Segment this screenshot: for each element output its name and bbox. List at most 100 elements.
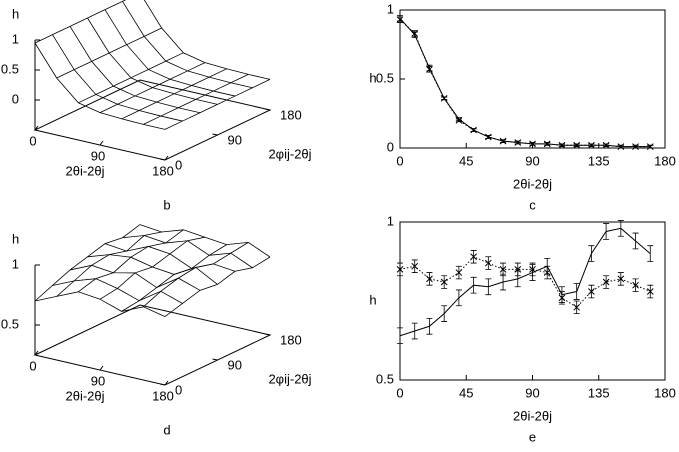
panel-label: e bbox=[529, 429, 536, 444]
error-bar bbox=[426, 317, 433, 335]
point-marker bbox=[573, 303, 581, 311]
x-label: 2θi-2θj bbox=[513, 176, 552, 191]
x-label: 2θi-2θj bbox=[65, 388, 104, 403]
surface-column bbox=[143, 242, 249, 308]
surface-row bbox=[122, 1, 253, 89]
y-tick-label: 0 bbox=[175, 382, 182, 397]
error-bar bbox=[397, 327, 403, 345]
error-bar bbox=[573, 283, 580, 300]
surface-column bbox=[78, 229, 184, 293]
x-label: 2θi-2θj bbox=[513, 408, 552, 423]
point-marker bbox=[543, 269, 551, 276]
x-tick-label: 0 bbox=[396, 153, 403, 168]
y-tick bbox=[264, 108, 271, 111]
z-label: h bbox=[12, 231, 19, 246]
x-tick-label: 90 bbox=[525, 385, 539, 400]
series-line bbox=[399, 227, 651, 337]
x-tick-label: 135 bbox=[588, 385, 610, 400]
error-bar bbox=[647, 245, 654, 262]
z-tick-label: 0 bbox=[12, 91, 19, 106]
point-marker bbox=[440, 278, 448, 286]
point-marker bbox=[470, 126, 477, 134]
z-tick-label: 1 bbox=[12, 31, 19, 46]
surface-row bbox=[87, 254, 218, 285]
point-marker bbox=[632, 281, 639, 289]
y-tick bbox=[212, 358, 218, 361]
y-tick-label: 90 bbox=[228, 357, 242, 372]
point-marker bbox=[396, 16, 404, 24]
point-marker bbox=[588, 288, 595, 295]
surface-column bbox=[56, 231, 162, 297]
surface-column bbox=[34, 224, 141, 302]
surface-row bbox=[104, 9, 236, 97]
point-marker bbox=[617, 143, 625, 150]
surface-column bbox=[34, 0, 127, 44]
y-label: 2φij-2θj bbox=[268, 371, 311, 386]
y-label: h bbox=[369, 70, 376, 85]
y-tick bbox=[159, 158, 166, 161]
error-bar bbox=[441, 305, 448, 322]
point-marker bbox=[514, 139, 522, 146]
point-marker bbox=[573, 141, 581, 149]
x-tick bbox=[99, 365, 104, 371]
surface-row bbox=[69, 264, 201, 291]
panel-label: c bbox=[529, 197, 536, 212]
surface-column bbox=[99, 62, 206, 113]
y-tick-label: 0 bbox=[387, 139, 394, 154]
series-line bbox=[399, 256, 651, 308]
x-tick-label: 45 bbox=[459, 153, 473, 168]
error-bar bbox=[455, 289, 462, 307]
surface-column bbox=[143, 74, 249, 125]
point-marker bbox=[558, 141, 566, 149]
x-tick-label: 180 bbox=[654, 153, 676, 168]
point-marker bbox=[426, 275, 433, 283]
surface-column bbox=[56, 27, 162, 79]
x-tick-label: 90 bbox=[91, 373, 105, 388]
point-marker bbox=[426, 65, 433, 73]
error-bar bbox=[632, 232, 639, 250]
point-marker bbox=[632, 143, 639, 150]
y-tick-label: 90 bbox=[228, 132, 242, 147]
error-bar bbox=[603, 223, 610, 240]
x-tick bbox=[99, 140, 104, 146]
y-tick-label: 1 bbox=[387, 1, 394, 16]
y-label: 2φij-2θj bbox=[268, 146, 311, 161]
y-tick-label: 0.5 bbox=[376, 70, 394, 85]
x-tick bbox=[34, 350, 39, 356]
point-marker bbox=[396, 266, 404, 273]
x-tick-label: 90 bbox=[91, 148, 105, 163]
x-tick-label: 45 bbox=[459, 385, 473, 400]
surface-column bbox=[164, 79, 271, 130]
series-line bbox=[399, 19, 651, 148]
panel-label: b bbox=[163, 197, 170, 212]
point-marker bbox=[411, 30, 419, 37]
y-tick-label: 0.5 bbox=[376, 371, 394, 386]
floor bbox=[33, 304, 272, 386]
x-tick-label: 0 bbox=[29, 358, 36, 373]
point-marker bbox=[588, 141, 595, 149]
y-label: h bbox=[369, 292, 376, 307]
surface-row bbox=[34, 42, 166, 130]
z-tick-label: 0.5 bbox=[1, 61, 19, 76]
y-tick bbox=[264, 333, 271, 336]
point-marker bbox=[646, 288, 654, 295]
z-label: h bbox=[12, 6, 19, 21]
point-marker bbox=[529, 266, 536, 273]
point-marker bbox=[499, 266, 507, 273]
point-marker bbox=[514, 266, 522, 273]
point-marker bbox=[484, 259, 492, 267]
point-marker bbox=[543, 140, 551, 148]
error-bar bbox=[588, 245, 595, 262]
point-marker bbox=[558, 294, 566, 302]
point-marker bbox=[411, 262, 419, 270]
point-marker bbox=[499, 137, 507, 145]
y-tick-label: 180 bbox=[280, 107, 302, 122]
point-marker bbox=[470, 253, 477, 261]
point-marker bbox=[617, 275, 625, 283]
surface-row bbox=[143, 0, 271, 80]
surface-column bbox=[99, 236, 206, 300]
x-tick-label: 180 bbox=[654, 385, 676, 400]
x-label: 2θi-2θj bbox=[65, 163, 104, 178]
y-tick-label: 0 bbox=[175, 157, 182, 172]
